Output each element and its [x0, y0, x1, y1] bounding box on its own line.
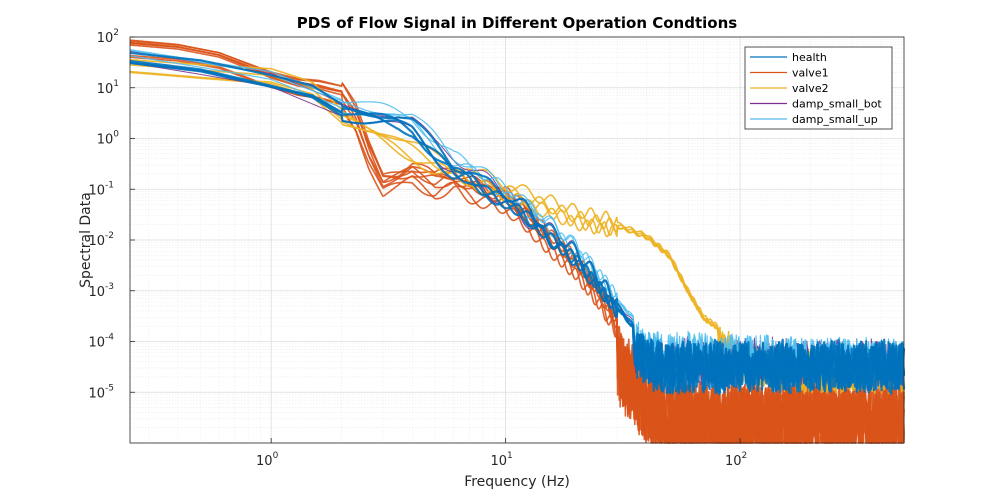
x-axis-title: Frequency (Hz) — [464, 474, 570, 490]
series-line-valve2 — [130, 64, 905, 393]
chart-title: PDS of Flow Signal in Different Operatio… — [297, 14, 737, 32]
series-line-health — [129, 61, 906, 395]
series-health — [129, 51, 906, 396]
legend-label-damp_small_bot: damp_small_bot — [792, 98, 882, 111]
legend-label-health: health — [792, 51, 827, 64]
legend-label-valve2: valve2 — [792, 82, 829, 95]
legend[interactable]: health valve1 valve2 damp_small_bot damp_sma… — [744, 46, 893, 130]
legend-label-valve1: valve1 — [792, 67, 829, 80]
legend-label-damp_small_up: damp_small_up — [792, 113, 878, 126]
y-axis-title: Spectral Data — [78, 192, 94, 288]
legend-entries: health valve1 valve2 damp_small_bot damp_sma… — [750, 51, 882, 126]
